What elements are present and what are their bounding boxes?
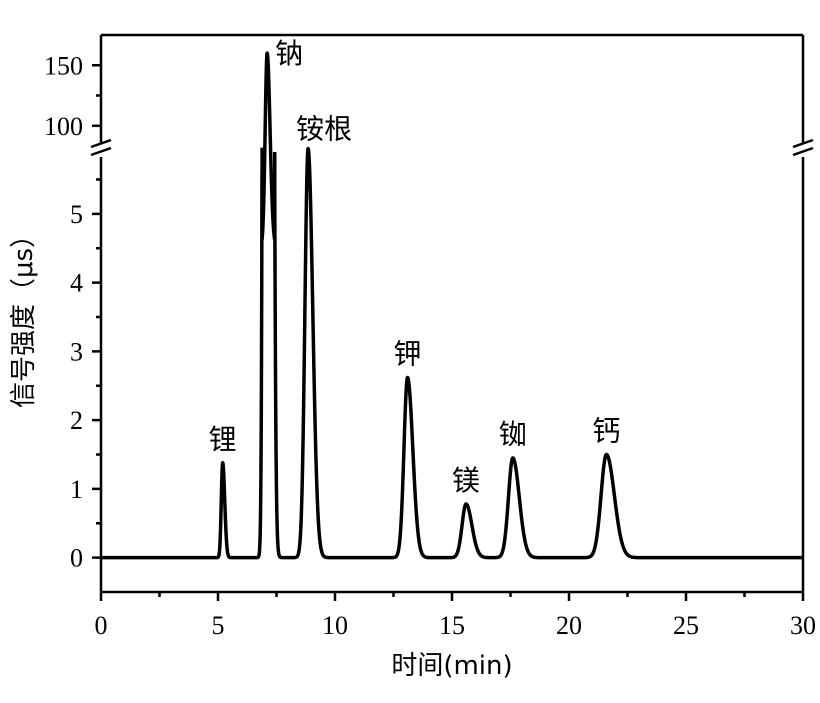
y-tick-label: 3: [70, 337, 83, 366]
y-tick-label: 1: [70, 475, 83, 504]
y-tick-label-upper: 100: [44, 112, 83, 141]
x-tick-label: 10: [322, 611, 348, 640]
signal-line: [99, 51, 805, 560]
x-tick-label: 25: [673, 611, 699, 640]
x-tick-label: 15: [439, 611, 465, 640]
axis-break-mark: [792, 146, 814, 157]
axis-break-mark: [90, 138, 112, 149]
x-tick-label: 5: [212, 611, 225, 640]
x-tick-label: 0: [95, 611, 108, 640]
x-tick-label: 20: [556, 611, 582, 640]
y-tick-label: 4: [70, 269, 83, 298]
y-axis-title: 信号强度（μs）: [9, 222, 39, 408]
peak-label: 钾: [394, 338, 422, 371]
peak-label: 钙: [592, 415, 620, 448]
peak-label: 镁: [452, 464, 480, 497]
peak-label: 锂: [209, 423, 237, 456]
y-tick-label: 2: [70, 406, 83, 435]
x-tick-label: 30: [790, 611, 816, 640]
peak-label: 钠: [275, 37, 303, 70]
x-axis-title: 时间(min): [391, 651, 512, 681]
y-tick-label-upper: 150: [44, 51, 83, 80]
y-tick-label: 5: [70, 200, 83, 229]
ticks: 0 5 10 15 20 25 30 0 1 2 3 4 5 100 150: [44, 51, 816, 640]
peak-label: 铷: [499, 418, 527, 451]
peak-label: 铵根: [296, 113, 352, 146]
axes: [90, 33, 814, 594]
axis-break-mark: [792, 138, 814, 149]
y-tick-label: 0: [70, 544, 83, 573]
axis-break-mark: [90, 146, 112, 157]
